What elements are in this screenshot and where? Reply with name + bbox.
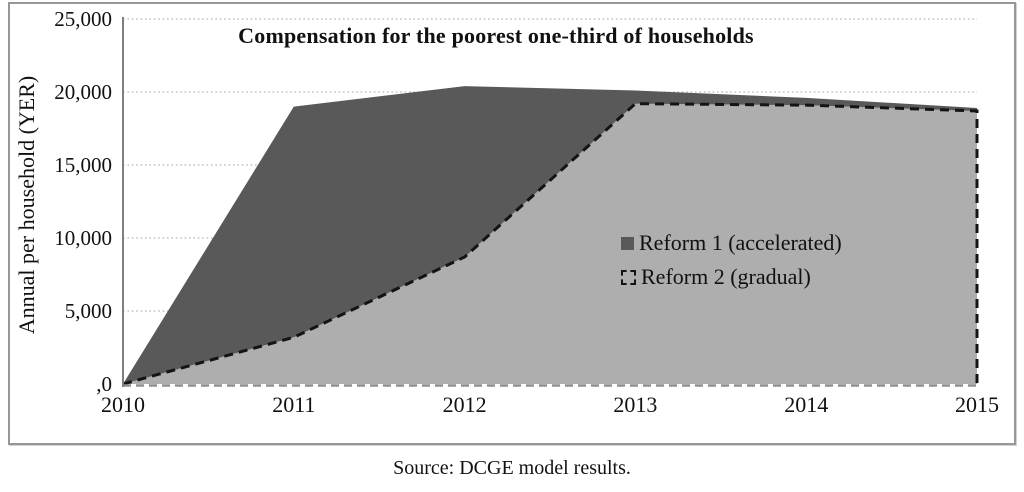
y-axis-title: Annual per household (YER) [14, 75, 39, 335]
chart-legend: Reform 1 (accelerated) Reform 2 (gradual… [621, 230, 842, 298]
y-tick-label: 5,000 [64, 299, 112, 323]
reform2-area [123, 103, 977, 385]
y-tick-label: 10,000 [54, 226, 112, 250]
x-tick-label: 2015 [955, 392, 999, 417]
y-tick-label: ,0 [96, 372, 112, 396]
reform1-swatch-icon [621, 236, 634, 250]
legend-label: Reform 1 (accelerated) [639, 230, 842, 255]
x-tick-label: 2011 [272, 392, 316, 417]
legend-label: Reform 2 (gradual) [641, 264, 811, 289]
reform2-dashed-border [122, 102, 979, 386]
legend-item-reform2: Reform 2 (gradual) [621, 264, 842, 290]
x-tick-label: 2010 [101, 392, 145, 417]
source-note: Source: DCGE model results. [393, 457, 631, 479]
chart-title: Compensation for the poorest one-third o… [238, 23, 754, 48]
x-tick-label: 2012 [442, 392, 487, 417]
y-tick-label: 15,000 [54, 153, 112, 177]
reform2-swatch-icon [621, 269, 636, 285]
x-tick-label: 2014 [784, 392, 829, 417]
y-tick-label: 25,000 [54, 7, 112, 31]
x-tick-label: 2013 [613, 392, 658, 417]
legend-item-reform1: Reform 1 (accelerated) [621, 230, 842, 256]
y-tick-label: 20,000 [54, 80, 112, 104]
